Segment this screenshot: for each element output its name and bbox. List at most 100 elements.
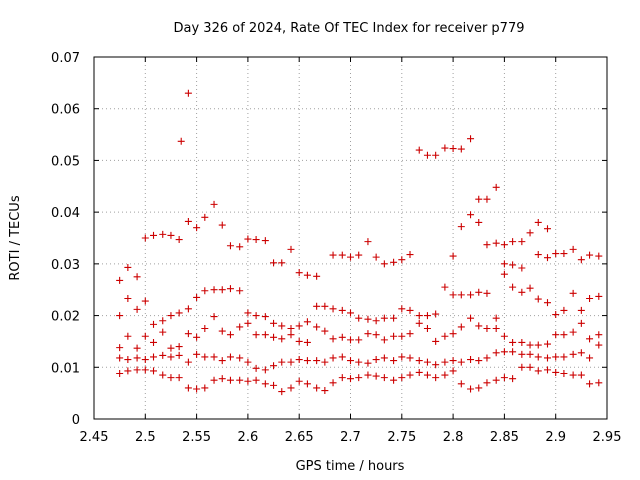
data-point (133, 354, 141, 362)
data-point (595, 252, 603, 260)
data-point (355, 314, 363, 322)
data-point (295, 269, 303, 277)
data-point (423, 312, 431, 320)
data-point (406, 306, 414, 314)
data-point (509, 338, 517, 346)
data-point (261, 366, 269, 374)
data-point (347, 309, 354, 317)
data-point (355, 336, 363, 344)
data-point (569, 371, 577, 379)
data-point (534, 353, 542, 361)
data-point (210, 286, 218, 294)
data-point (449, 367, 457, 375)
data-point (552, 331, 560, 339)
data-point (193, 333, 201, 341)
data-point (116, 369, 124, 377)
data-point (560, 250, 568, 258)
x-tick-label: 2.85 (490, 430, 519, 445)
y-tick-label: 0.07 (51, 51, 80, 66)
data-point (518, 363, 526, 371)
data-point (278, 335, 286, 343)
y-tick-label: 0.02 (51, 310, 80, 325)
data-point (329, 354, 337, 362)
data-point (159, 317, 167, 325)
data-point (347, 375, 354, 383)
data-point (210, 376, 218, 384)
data-point (398, 256, 406, 264)
x-tick-label: 2.9 (545, 430, 566, 445)
data-point (338, 251, 346, 259)
data-point (167, 312, 175, 320)
data-point (167, 344, 175, 352)
data-point (150, 353, 158, 361)
data-point (500, 260, 508, 268)
data-point (406, 371, 414, 379)
data-point (159, 371, 167, 379)
data-point (133, 273, 141, 281)
data-point (270, 362, 278, 370)
data-point (201, 213, 209, 221)
data-point (509, 238, 517, 246)
data-point (261, 380, 269, 388)
data-point (595, 341, 603, 349)
data-point (278, 358, 286, 366)
data-point (518, 264, 526, 272)
data-point (236, 287, 244, 295)
data-point (432, 337, 440, 345)
data-point (287, 245, 295, 253)
data-point (184, 330, 192, 338)
x-tick-label: 2.75 (387, 430, 416, 445)
data-point (364, 238, 372, 246)
data-point (390, 314, 398, 322)
data-point (509, 261, 517, 269)
data-point (543, 299, 551, 307)
data-point (380, 260, 388, 268)
data-point (552, 353, 560, 361)
x-tick-label: 2.95 (593, 430, 622, 445)
data-point (236, 243, 244, 251)
data-point (534, 218, 542, 226)
data-point (390, 258, 398, 266)
data-point (483, 379, 491, 387)
data-point (184, 89, 192, 97)
data-point (441, 371, 449, 379)
data-point (560, 353, 568, 361)
data-point (415, 319, 423, 327)
data-point (577, 306, 585, 314)
data-point (303, 318, 311, 326)
data-point (398, 305, 406, 313)
y-axis-label: ROTI / TECUs (8, 195, 23, 280)
data-point (329, 251, 337, 259)
data-point (390, 332, 398, 340)
data-point (295, 337, 303, 345)
data-point (534, 251, 542, 259)
data-point (398, 332, 406, 340)
data-point (261, 331, 269, 339)
data-point (457, 223, 465, 231)
data-point (218, 375, 226, 383)
data-point (218, 286, 226, 294)
data-point (159, 328, 167, 336)
x-tick-label: 2.55 (182, 430, 211, 445)
data-point (167, 353, 175, 361)
data-point (338, 333, 346, 341)
y-tick-label: 0.03 (51, 258, 80, 273)
data-point (133, 366, 141, 374)
data-point (543, 366, 551, 374)
data-point (526, 341, 534, 349)
data-point (124, 263, 132, 271)
data-point (569, 328, 577, 336)
data-point (449, 145, 457, 153)
data-point (201, 384, 209, 392)
data-point (355, 358, 363, 366)
data-point (124, 367, 132, 375)
data-point (329, 335, 337, 343)
data-point (441, 358, 449, 366)
x-tick-label: 2.7 (340, 430, 361, 445)
data-point (526, 363, 534, 371)
data-point (141, 366, 149, 374)
data-point (467, 211, 475, 219)
data-point (457, 380, 465, 388)
data-point (423, 358, 431, 366)
data-point (509, 283, 517, 291)
